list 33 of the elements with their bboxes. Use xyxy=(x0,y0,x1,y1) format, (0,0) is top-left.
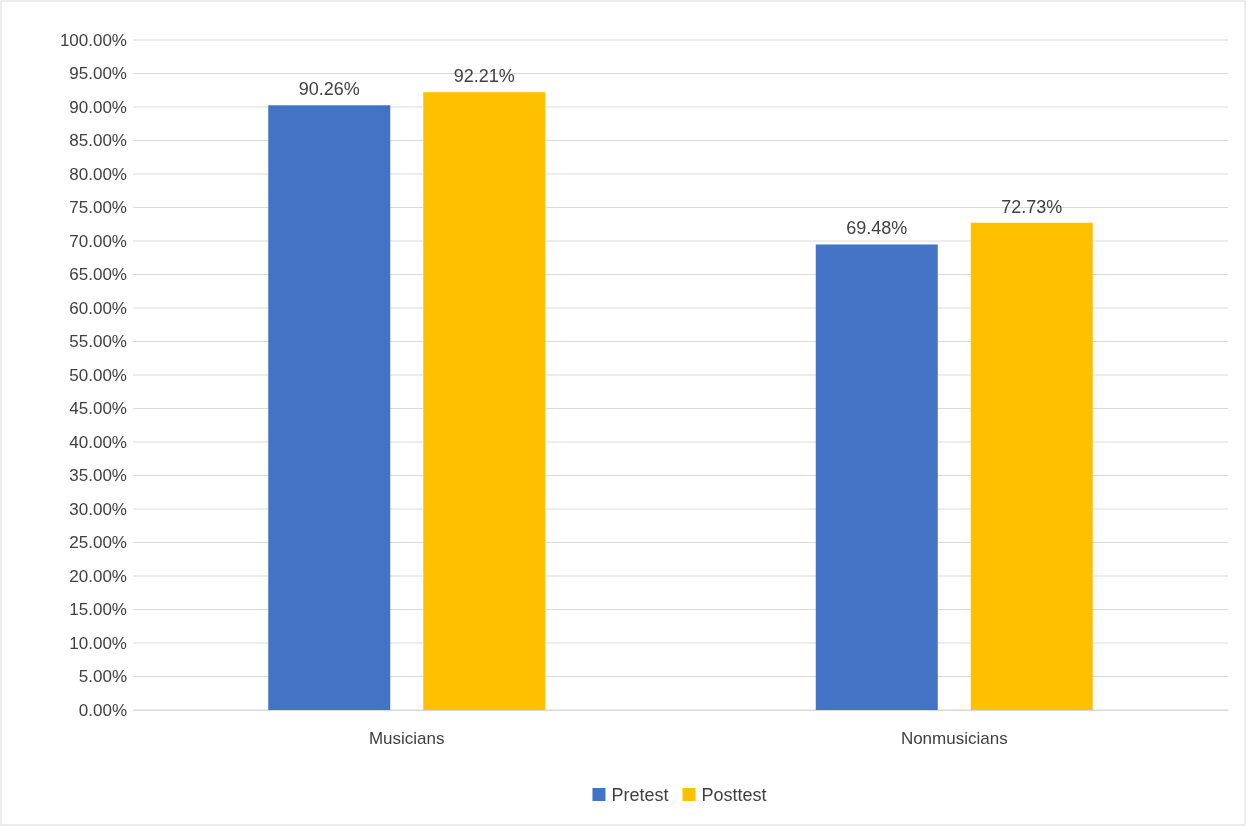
bar xyxy=(423,92,546,710)
y-tick-label: 70.00% xyxy=(69,231,127,251)
bar xyxy=(970,222,1093,710)
y-tick-label: 15.00% xyxy=(69,600,127,620)
y-tick-label: 90.00% xyxy=(69,97,127,117)
y-tick-label: 60.00% xyxy=(69,298,127,318)
y-tick-label: 25.00% xyxy=(69,533,127,553)
x-tick-label: Musicians xyxy=(368,729,445,749)
y-tick-label: 10.00% xyxy=(69,633,127,653)
y-tick-label: 50.00% xyxy=(69,365,127,385)
y-tick-label: 20.00% xyxy=(69,566,127,586)
y-tick-label: 65.00% xyxy=(69,265,127,285)
y-tick-label: 35.00% xyxy=(69,466,127,486)
y-tick-label: 0.00% xyxy=(78,700,127,720)
data-label: 90.26% xyxy=(298,79,360,100)
bar xyxy=(815,244,938,710)
y-tick-label: 95.00% xyxy=(69,64,127,84)
y-tick-label: 80.00% xyxy=(69,164,127,184)
y-tick-label: 85.00% xyxy=(69,131,127,151)
bar xyxy=(268,105,391,710)
y-tick-label: 30.00% xyxy=(69,499,127,519)
y-tick-label: 45.00% xyxy=(69,399,127,419)
data-label: 72.73% xyxy=(1001,196,1063,217)
legend-label: Posttest xyxy=(701,785,767,805)
x-tick-label: Nonmusicians xyxy=(900,729,1008,749)
y-tick-label: 100.00% xyxy=(59,30,127,50)
y-tick-label: 5.00% xyxy=(78,667,127,687)
data-label: 69.48% xyxy=(846,218,908,239)
y-tick-label: 75.00% xyxy=(69,198,127,218)
data-label: 92.21% xyxy=(453,66,515,87)
y-tick-label: 40.00% xyxy=(69,432,127,452)
y-tick-label: 55.00% xyxy=(69,332,127,352)
legend-label: Pretest xyxy=(611,785,669,805)
